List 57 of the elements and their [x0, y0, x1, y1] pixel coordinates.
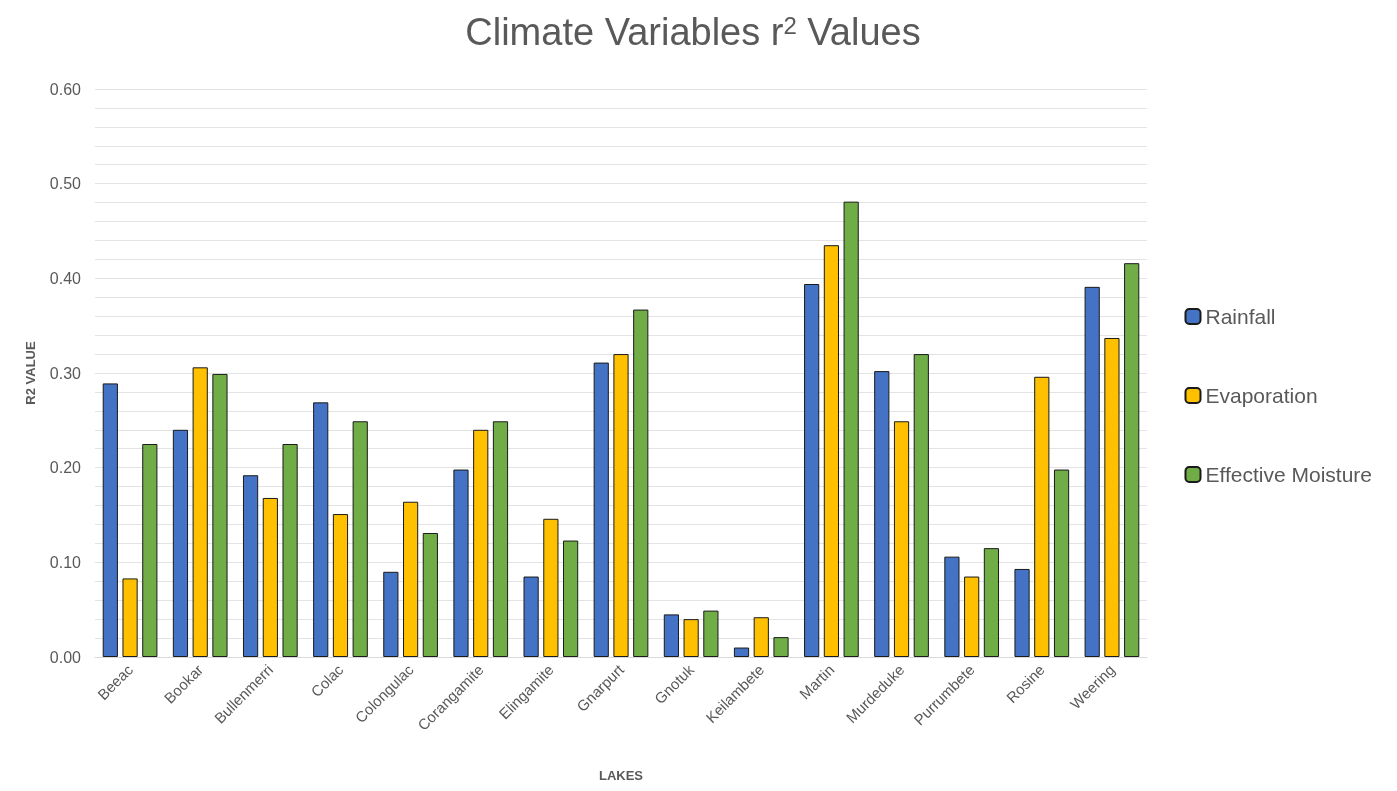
bar: [1034, 376, 1050, 657]
y-tick-label: 0.60: [49, 80, 82, 98]
bar: [683, 619, 699, 657]
legend-label: Evaporation: [1205, 384, 1318, 407]
y-tick-label: 0.50: [49, 175, 82, 193]
bar: [773, 637, 789, 657]
bar: [1084, 286, 1100, 657]
bar: [523, 576, 539, 657]
y-tick-label: 0.00: [49, 648, 82, 666]
bar: [823, 245, 839, 657]
bar: [733, 647, 750, 657]
bar: [492, 421, 509, 657]
bar: [473, 429, 489, 657]
legend-label: Rainfall: [1205, 305, 1276, 328]
bar: [633, 309, 649, 657]
bar: [543, 518, 559, 657]
bar: [453, 469, 469, 657]
bar: [122, 578, 138, 657]
y-tick-label: 0.10: [49, 553, 82, 571]
bar: [663, 614, 679, 657]
bar: [893, 421, 910, 657]
bar: [874, 371, 890, 657]
bar: [1014, 568, 1030, 657]
y-tick-label: 0.30: [49, 364, 82, 382]
bar: [313, 402, 329, 657]
x-axis-title: LAKES: [598, 768, 644, 783]
bar: [1124, 263, 1140, 657]
bar: [102, 383, 118, 657]
y-tick-label: 0.20: [49, 459, 82, 477]
bar: [563, 540, 579, 657]
bar: [1104, 337, 1120, 657]
bar: [352, 421, 368, 657]
bar: [964, 576, 980, 657]
bar: [212, 373, 228, 657]
bar: [282, 444, 298, 657]
bar: [804, 284, 820, 657]
bar: [262, 497, 278, 657]
bar: [172, 429, 189, 657]
bar: [403, 501, 419, 657]
bar: [913, 354, 929, 657]
bar: [192, 367, 208, 657]
legend-label: Effective Moisture: [1205, 463, 1372, 486]
bar: [1053, 469, 1070, 657]
bar: [703, 610, 719, 657]
bar: [843, 201, 859, 657]
bar: [242, 475, 259, 657]
y-axis-title: R2 VALUE: [23, 341, 38, 405]
bar: [332, 514, 349, 657]
bar: [753, 617, 769, 657]
bar: [944, 556, 960, 657]
bar: [142, 444, 158, 657]
y-tick-label: 0.40: [49, 269, 82, 287]
bar: [593, 362, 609, 657]
bar: [983, 548, 1000, 657]
bar: [422, 532, 438, 657]
bar: [383, 571, 399, 657]
bar: [613, 354, 629, 657]
